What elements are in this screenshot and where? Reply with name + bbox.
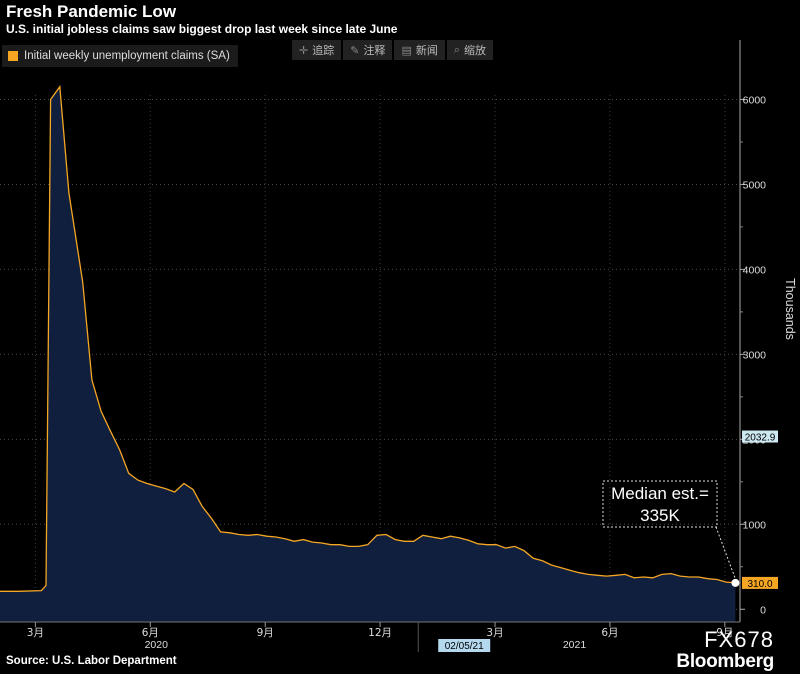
x-tick-label: 12月	[368, 627, 392, 639]
x-tick-label: 9月	[716, 627, 733, 639]
chart-toolbar: ✛ 追踪 ✎ 注释 ▤ 新闻 ⌕ 缩放	[292, 40, 494, 60]
series-line[interactable]	[0, 84, 736, 592]
x-tick-label: 6月	[142, 627, 159, 639]
news-icon: ▤	[401, 43, 412, 57]
date-marker-label: 02/05/21	[445, 641, 484, 652]
zoom-icon: ⌕	[453, 43, 461, 56]
source-note: Source: U.S. Labor Department	[6, 655, 177, 667]
pencil-icon: ✎	[350, 43, 360, 57]
annotation-text: 335K	[640, 506, 680, 525]
y-tick-label: 6000	[743, 94, 767, 106]
latest-point-marker[interactable]	[731, 578, 740, 587]
value-tag-box	[742, 576, 778, 589]
chart-title: Fresh Pandemic Low	[6, 2, 177, 21]
x-year-label: 2021	[563, 639, 587, 651]
y-tick-label: 3000	[743, 349, 767, 361]
y-axis-title: Thousands	[783, 278, 797, 340]
legend-swatch	[8, 51, 18, 61]
annotate-button[interactable]: ✎ 注释	[343, 40, 393, 60]
value-tag-label: 2032.9	[745, 433, 776, 444]
legend[interactable]: Initial weekly unemployment claims (SA)	[2, 45, 238, 67]
news-button-label: 新闻	[415, 44, 438, 57]
ticker-watermark: FX678	[704, 627, 774, 652]
news-button[interactable]: ▤ 新闻	[394, 40, 445, 60]
y-tick-label: 1000	[743, 519, 767, 531]
bloomberg-logo: Bloomberg	[676, 651, 774, 672]
x-tick-label: 3月	[486, 627, 503, 639]
annotation-text: Median est.=	[611, 484, 709, 503]
annotation-box	[602, 480, 718, 528]
y-tick-label: 5000	[743, 179, 767, 191]
series-area	[0, 86, 736, 622]
track-button-label: 追踪	[312, 44, 335, 57]
annotate-button-label: 注释	[363, 44, 386, 57]
date-marker-box	[438, 639, 491, 652]
x-tick-label: 6月	[601, 627, 618, 639]
y-tick-label: 4000	[743, 264, 767, 276]
legend-label: Initial weekly unemployment claims (SA)	[24, 50, 230, 62]
x-tick-label: 9月	[257, 627, 274, 639]
crosshair-icon: ✛	[299, 43, 309, 57]
brand-block: FX678 Bloomberg	[676, 628, 774, 672]
value-tag-box	[742, 430, 778, 443]
annotation-leader	[715, 526, 736, 580]
zoom-button-label: 缩放	[464, 44, 487, 57]
track-button[interactable]: ✛ 追踪	[292, 40, 342, 60]
x-tick-label: 3月	[27, 627, 44, 639]
zoom-button[interactable]: ⌕ 缩放	[446, 40, 494, 60]
y-tick-label: 0	[760, 604, 766, 616]
x-year-label: 2020	[145, 639, 169, 651]
chart-subtitle: U.S. initial jobless claims saw biggest …	[6, 22, 398, 36]
value-tag-label: 310.0	[747, 579, 772, 590]
